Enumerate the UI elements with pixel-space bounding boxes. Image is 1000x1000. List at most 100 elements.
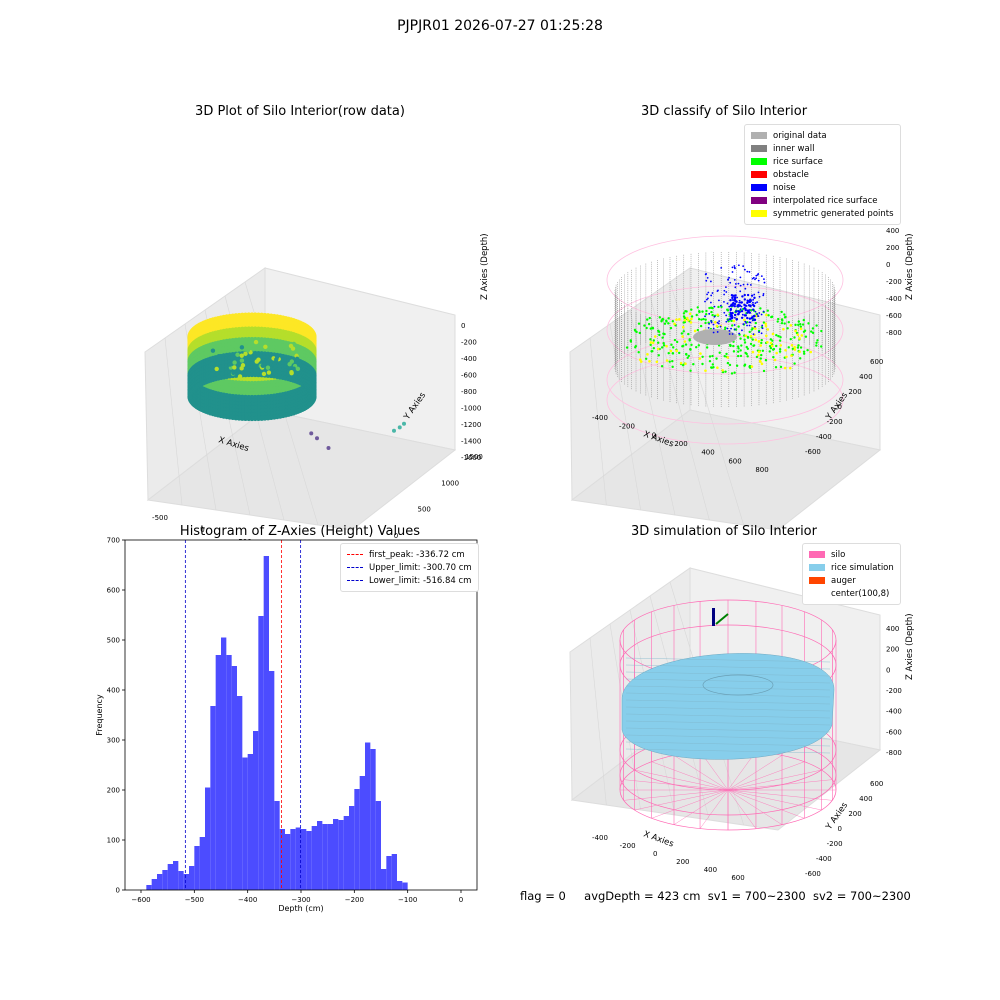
grid-line (164, 337, 183, 506)
silo-mesh-line (727, 789, 833, 801)
rice-point (730, 372, 734, 375)
rice-point (669, 326, 673, 330)
noise-point (746, 293, 750, 297)
noise-point (726, 302, 729, 305)
rice-point (629, 340, 633, 343)
noise-point (744, 304, 747, 307)
simulation-legend: silo rice simulation auger center(100,8) (802, 543, 901, 605)
legend-item: first_peak: -336.72 cm (347, 548, 472, 561)
noise-point (748, 271, 751, 273)
x-tick-label: -400 (592, 414, 608, 422)
y-tick-label: 0 (838, 403, 842, 411)
x-tick-label: 200 (674, 440, 687, 448)
noise-point (725, 320, 728, 323)
rice-point (797, 344, 800, 347)
noise-point (717, 322, 720, 325)
data-point (243, 371, 248, 376)
symmetric-point (766, 328, 770, 331)
symmetric-point (793, 345, 796, 349)
noise-point (752, 276, 755, 279)
auger-shaft (712, 608, 715, 626)
legend-label: center(100,8) (831, 588, 890, 599)
noise-point (710, 280, 712, 283)
surface-grid-line (625, 713, 831, 719)
rice-point (711, 363, 715, 366)
noise-point (739, 308, 742, 310)
noise-point (725, 286, 727, 289)
rice-point (652, 339, 656, 342)
rice-point (667, 351, 670, 355)
noise-point (736, 304, 740, 307)
histogram-bar (157, 874, 163, 890)
rice-point (658, 333, 661, 337)
y-tick-label: 700 (107, 537, 120, 545)
z-tick-label: -200 (886, 278, 902, 286)
symmetric-point (655, 360, 659, 364)
legend-item: auger (809, 574, 894, 587)
noise-point (754, 302, 757, 304)
data-point (295, 366, 301, 371)
x-tick-label: 0 (652, 431, 656, 439)
noise-point (707, 297, 709, 300)
rice-point (726, 308, 729, 311)
symmetric-point (800, 334, 804, 337)
data-point (219, 371, 225, 377)
rice-point (746, 347, 750, 350)
histogram-bar (354, 789, 360, 890)
noise-point (756, 313, 759, 316)
rice-point (682, 330, 685, 333)
histogram-bar (231, 666, 237, 890)
noise-point (749, 304, 752, 308)
rice-point (739, 354, 743, 358)
z-tick-label: 200 (886, 646, 899, 654)
rice-point (690, 315, 694, 318)
noise-point (758, 312, 761, 314)
y-tick-label: 200 (848, 388, 861, 396)
data-point (282, 344, 287, 349)
data-point (209, 361, 215, 366)
symmetric-point (765, 313, 768, 317)
rice-point (737, 347, 740, 350)
data-point (265, 365, 271, 370)
noise-point (743, 298, 747, 301)
rice-point (661, 336, 664, 339)
rice-point (807, 322, 810, 325)
surface-grid-line (625, 657, 831, 663)
rice-point (705, 309, 708, 313)
histogram-bar (173, 861, 179, 890)
rice-point (685, 353, 688, 356)
noise-point (750, 316, 753, 320)
chart-title-histogram: Histogram of Z-Axies (Height) Values (179, 524, 421, 539)
legend-label: first_peak: -336.72 cm (369, 549, 465, 560)
rice-point (644, 357, 648, 360)
z-tick-label: -800 (886, 749, 902, 757)
noise-point (733, 265, 736, 267)
y-tick-label: 500 (107, 637, 120, 645)
rice-point (682, 321, 685, 324)
rice-point (779, 365, 783, 369)
noise-point (704, 300, 706, 303)
legend-swatch (751, 171, 767, 178)
data-point (273, 364, 278, 369)
noise-point (763, 281, 766, 284)
histogram-bar (311, 826, 317, 890)
histogram-bar (290, 829, 296, 890)
symmetric-point (665, 359, 669, 362)
surface-grid-line (625, 741, 831, 747)
noise-point (725, 291, 728, 293)
symmetric-point (744, 334, 748, 338)
noise-point (751, 319, 754, 322)
histogram-bar (237, 696, 243, 890)
rice-point (688, 339, 691, 342)
rice-point (764, 358, 768, 362)
data-point (239, 353, 244, 358)
histogram-bar (279, 829, 285, 890)
rice-point (789, 337, 792, 341)
noise-point (748, 300, 751, 304)
rice-point (697, 318, 701, 321)
symmetric-point (678, 318, 681, 321)
rice-point (794, 323, 797, 327)
rice-point (736, 345, 740, 348)
symmetric-point (764, 334, 768, 338)
noise-point (710, 294, 713, 297)
